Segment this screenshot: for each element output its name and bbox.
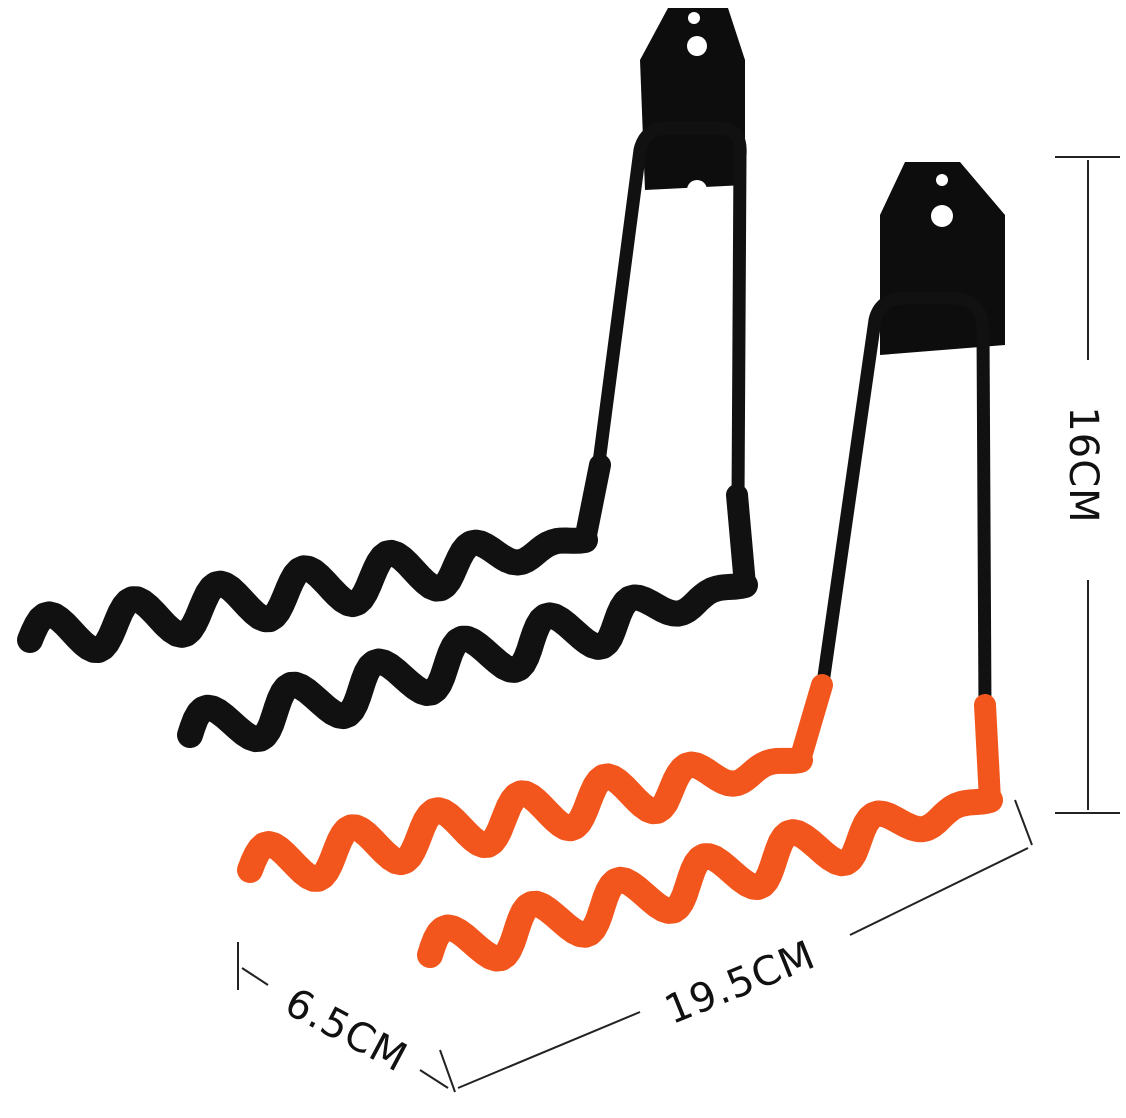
- width-label: 6.5CM: [277, 979, 414, 1081]
- wavy-arm: [177, 572, 758, 753]
- screw-hole: [686, 228, 698, 240]
- wavy-arm: [417, 787, 1003, 972]
- screw-hole: [931, 205, 953, 227]
- screw-hole: [688, 12, 700, 24]
- rod: [815, 291, 992, 717]
- screw-hole: [936, 174, 948, 186]
- black-hook: [17, 8, 758, 753]
- rubber-sleeve: [726, 484, 756, 596]
- wavy-arm: [17, 527, 598, 663]
- dimension-width: [237, 942, 449, 1089]
- rod: [591, 121, 747, 507]
- dimension-height: [1055, 156, 1120, 814]
- rubber-sleeve: [974, 694, 1001, 811]
- screw-hole: [930, 365, 950, 385]
- screw-hole: [687, 36, 707, 56]
- screw-hole: [930, 404, 942, 416]
- wavy-arm: [237, 747, 813, 892]
- height-label: 16CM: [1060, 406, 1106, 523]
- rubber-sleeve: [789, 674, 833, 771]
- screw-hole: [687, 180, 707, 200]
- length-label: 19.5CM: [658, 932, 821, 1034]
- orange-hook: [237, 162, 1005, 972]
- dimension-length: [439, 799, 1033, 1093]
- mounting-plate: [640, 8, 745, 190]
